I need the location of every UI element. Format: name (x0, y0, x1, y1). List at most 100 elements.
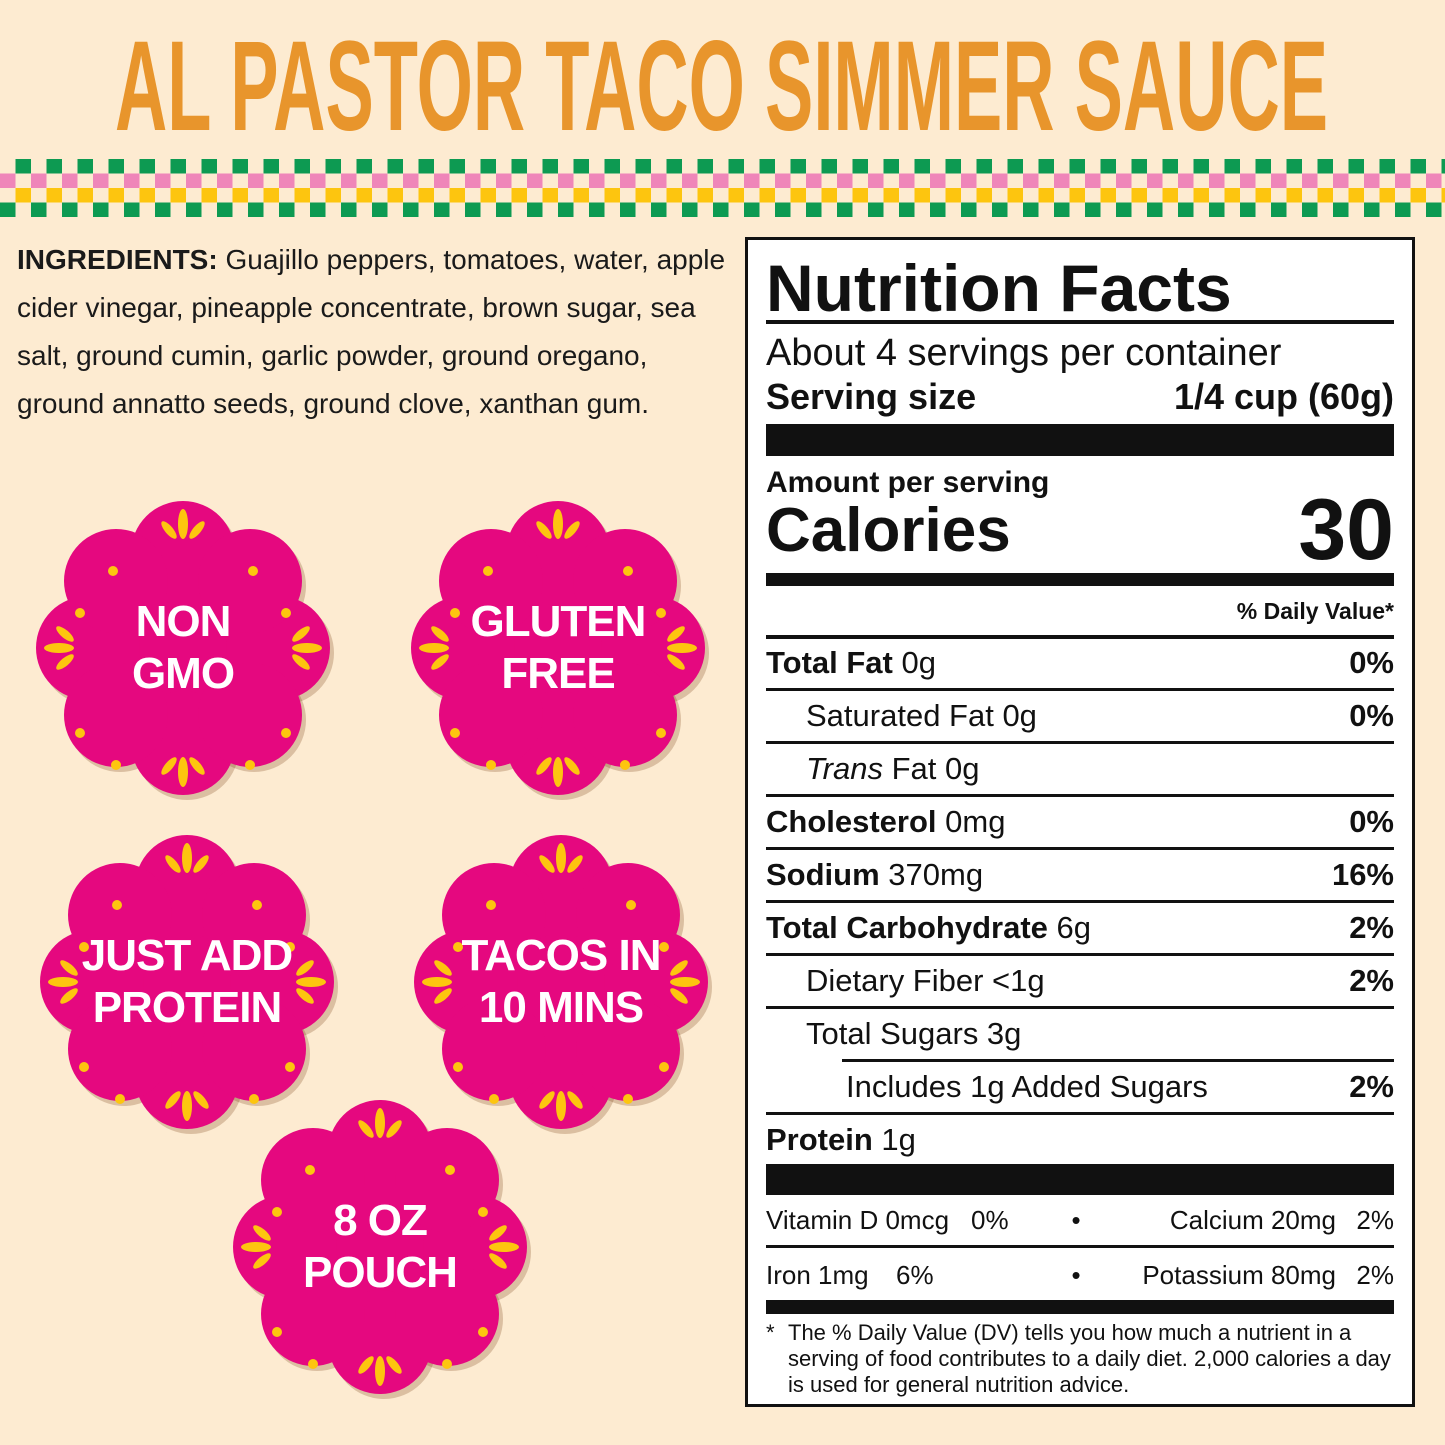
checker-square (1038, 188, 1054, 203)
nutrient-row: Dietary Fiber <1g 2% (806, 963, 1394, 998)
nutrient-row: Protein 1g (766, 1122, 916, 1157)
checker-square (279, 173, 295, 188)
checker-square (604, 188, 620, 203)
checker-square (728, 188, 744, 203)
checker-square (1054, 173, 1070, 188)
checker-square (713, 202, 729, 217)
checker-square (77, 159, 93, 174)
ingredients-label: INGREDIENTS: (17, 244, 218, 275)
checker-square (868, 173, 884, 188)
checker-square (1364, 202, 1380, 217)
checker-square (124, 202, 140, 217)
checker-square (46, 159, 62, 174)
nutrition-facts-panel: Nutrition Facts About 4 servings per con… (745, 237, 1415, 1407)
checker-square (294, 159, 310, 174)
checker-square (1116, 173, 1132, 188)
checker-square (1100, 188, 1116, 203)
checker-square (108, 188, 124, 203)
checker-square (1240, 173, 1256, 188)
divider (766, 741, 1394, 744)
checker-square (589, 173, 605, 188)
checker-square (62, 202, 78, 217)
checker-square (899, 202, 915, 217)
checker-square (15, 159, 31, 174)
checker-square (480, 188, 496, 203)
checker-square (930, 202, 946, 217)
checker-square (604, 159, 620, 174)
checker-square (868, 202, 884, 217)
checker-square (527, 173, 543, 188)
checker-square (1085, 202, 1101, 217)
checker-square (31, 202, 47, 217)
checker-square (1193, 188, 1209, 203)
checker-square (1286, 188, 1302, 203)
checker-square (77, 188, 93, 203)
checker-square (837, 202, 853, 217)
checker-square (837, 173, 853, 188)
checker-square (899, 173, 915, 188)
checker-square (46, 188, 62, 203)
checker-square (124, 173, 140, 188)
badge-label: GLUTEN FREE (470, 597, 647, 698)
checker-square (961, 173, 977, 188)
checker-square (434, 173, 450, 188)
bullet: • (1071, 1204, 1081, 1235)
checker-square (589, 202, 605, 217)
badge: TACOS IN 10 MINS (406, 827, 716, 1137)
checker-square (759, 188, 775, 203)
checker-square (310, 202, 326, 217)
divider (766, 1112, 1394, 1115)
checker-square (1441, 159, 1445, 174)
checker-square (465, 173, 481, 188)
checker-square (713, 173, 729, 188)
checker-square (1038, 159, 1054, 174)
checker-square (682, 173, 698, 188)
checker-square (1317, 188, 1333, 203)
checker-square (511, 159, 527, 174)
nutrient-row: Cholesterol 0mg 0% (766, 804, 1394, 839)
badge-label: 8 OZ POUCH (303, 1196, 458, 1297)
checker-square (930, 173, 946, 188)
checker-square (1410, 188, 1426, 203)
checker-square (635, 188, 651, 203)
checker-square (1286, 159, 1302, 174)
divider (766, 1006, 1394, 1009)
checker-square (682, 202, 698, 217)
nutrient-row: Trans Fat 0g (806, 751, 980, 786)
checker-square (992, 173, 1008, 188)
checker-square (821, 188, 837, 203)
checker-square (263, 188, 279, 203)
badge-label: NON GMO (131, 597, 235, 698)
checker-square (496, 173, 512, 188)
checker-square (883, 188, 899, 203)
checker-square (1116, 202, 1132, 217)
thick-divider (766, 424, 1394, 456)
ingredients-text: INGREDIENTS: Guajillo peppers, tomatoes,… (17, 244, 726, 419)
divider (766, 320, 1394, 324)
checker-square (1441, 188, 1445, 203)
vitamin-row: Iron 1mg 6% • Potassium 80mg 2% (766, 1259, 1394, 1290)
divider (766, 1245, 1394, 1248)
checker-square (1348, 159, 1364, 174)
checker-square (279, 202, 295, 217)
calories-row: Calories 30 (766, 481, 1394, 578)
servings-per-container: About 4 servings per container (766, 332, 1282, 374)
checker-square (263, 159, 279, 174)
divider (766, 794, 1394, 797)
checker-square (1410, 159, 1426, 174)
checker-square (759, 159, 775, 174)
checker-square (139, 159, 155, 174)
checker-square (1426, 202, 1442, 217)
checker-square (666, 188, 682, 203)
checker-square (186, 202, 202, 217)
checker-square (558, 173, 574, 188)
checker-square (1007, 159, 1023, 174)
checker-square (542, 159, 558, 174)
checker-square (310, 173, 326, 188)
checker-square (1333, 173, 1349, 188)
checker-square (573, 159, 589, 174)
footnote: * The % Daily Value (DV) tells you how mu… (766, 1320, 1391, 1397)
checker-square (387, 159, 403, 174)
checker-square (852, 159, 868, 174)
checker-square (1054, 202, 1070, 217)
